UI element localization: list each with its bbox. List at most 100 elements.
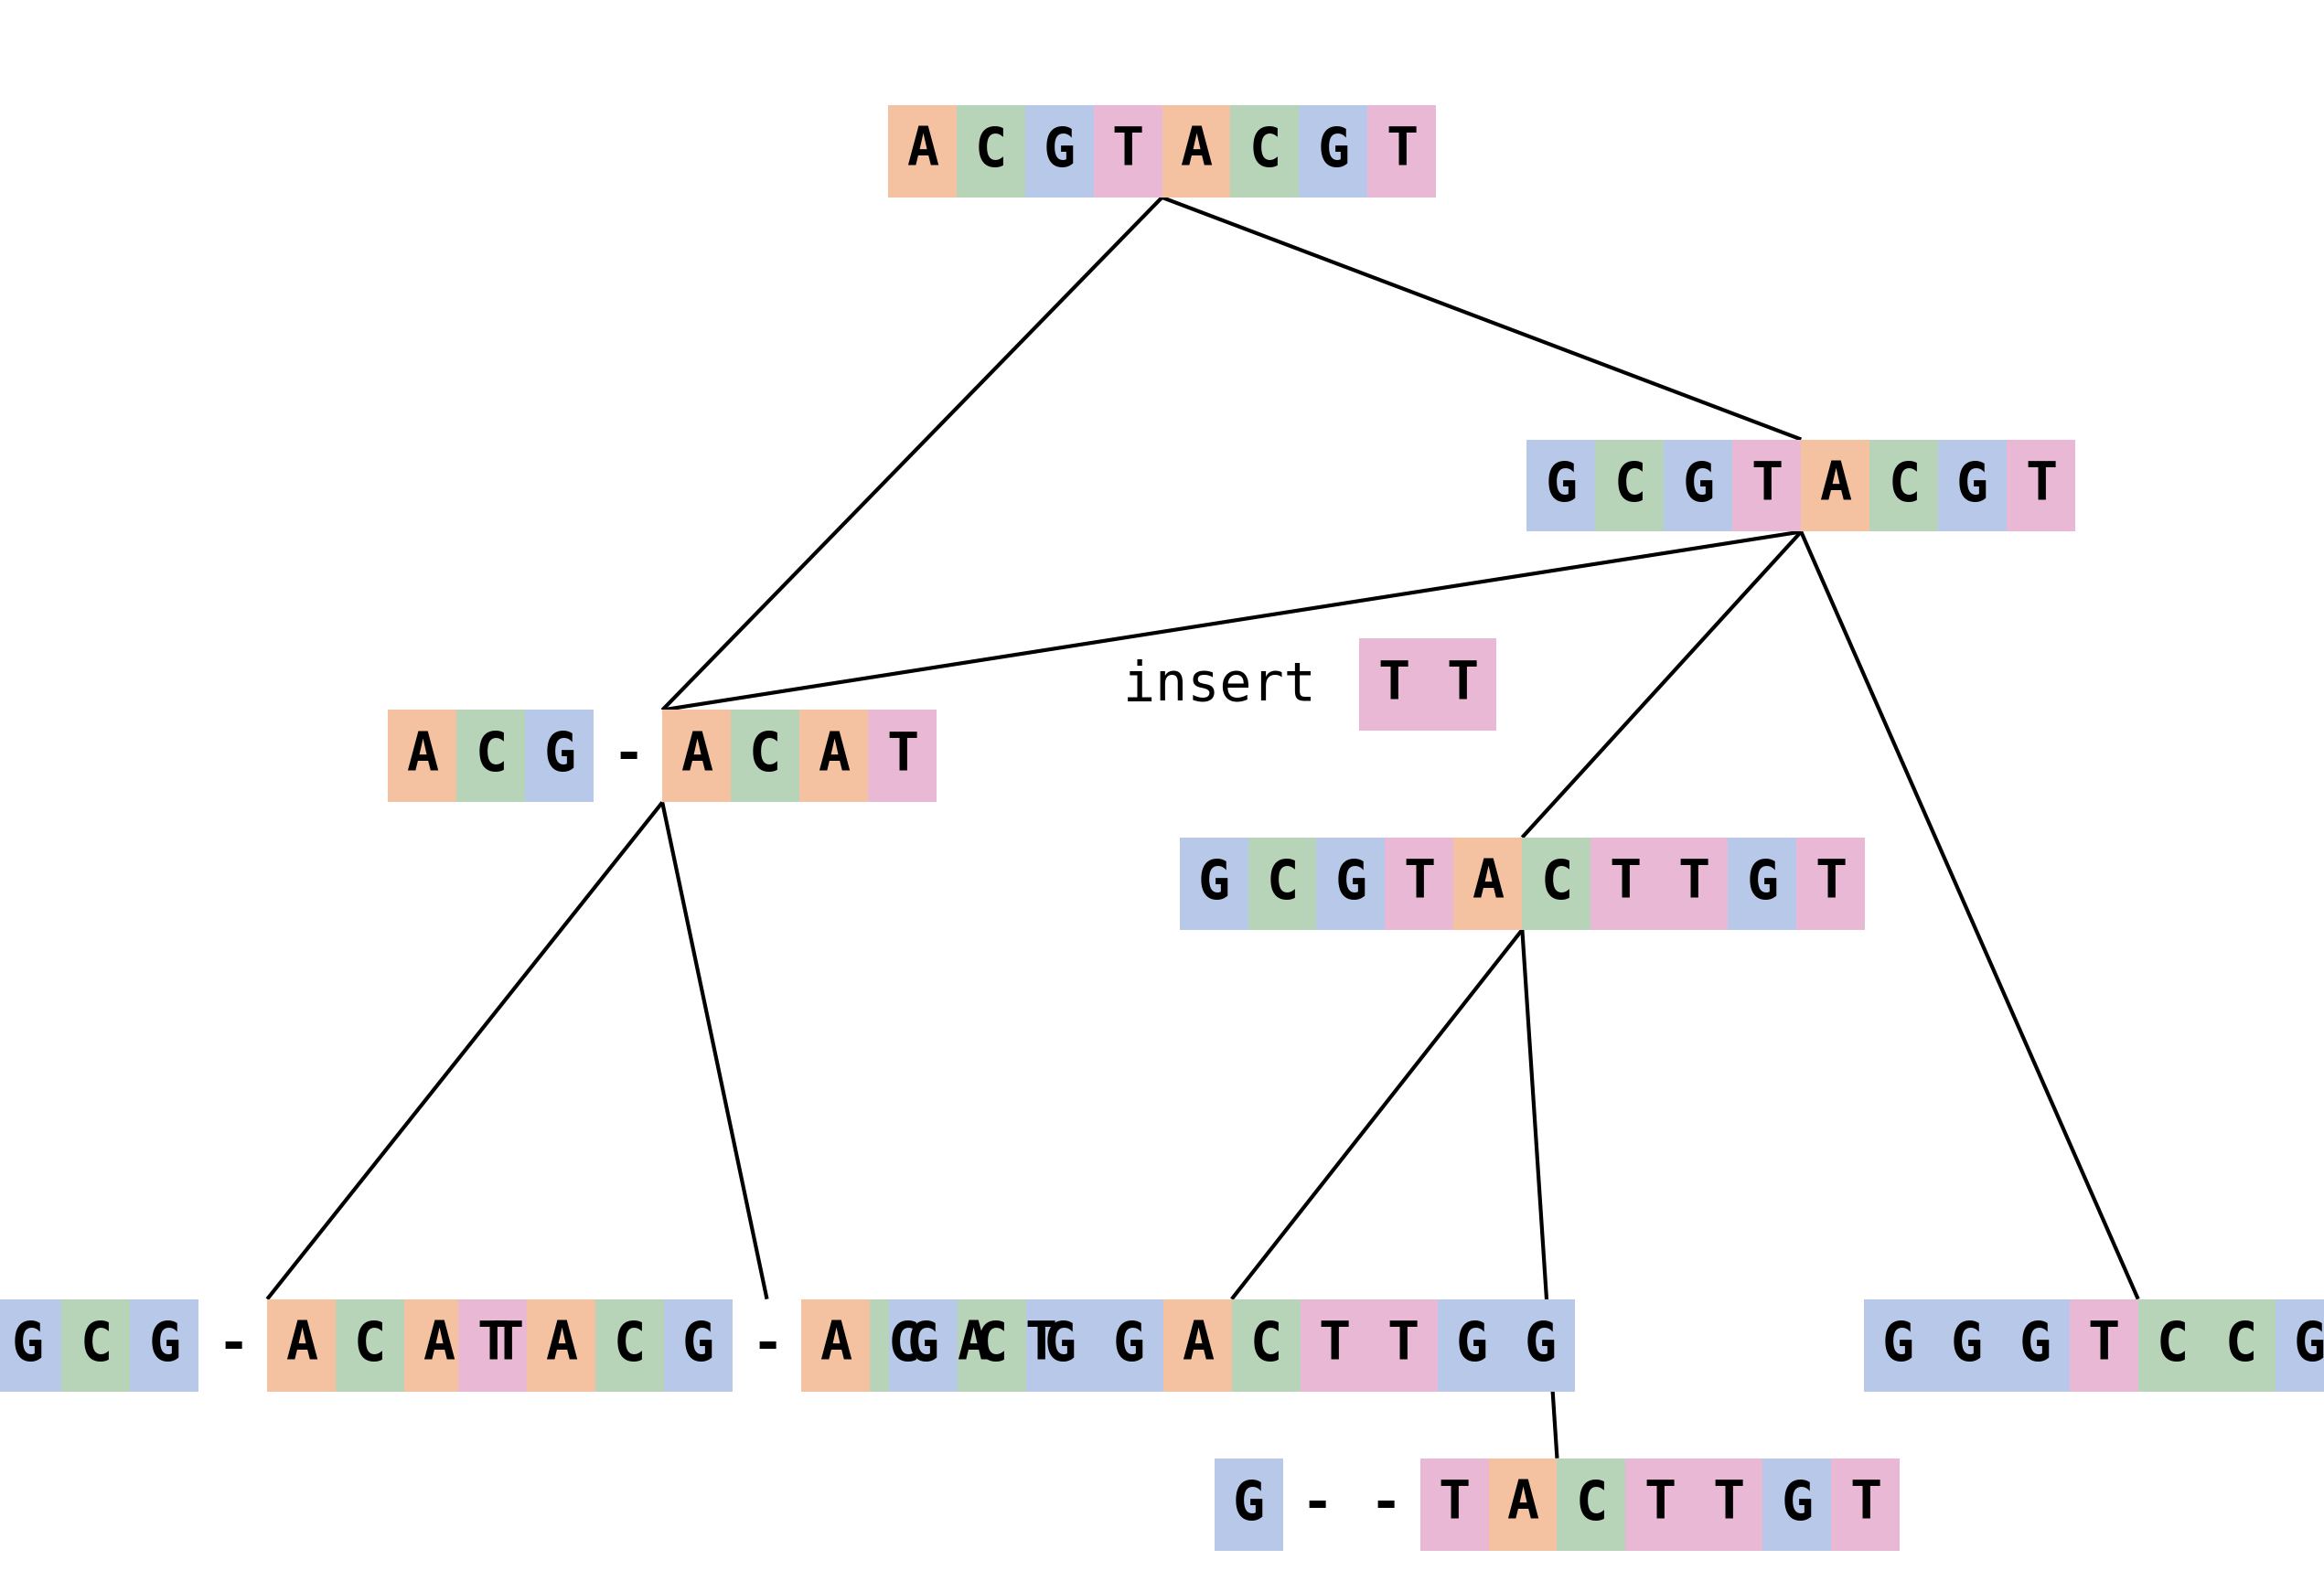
Bar — [1801, 439, 1868, 532]
Bar — [1557, 1458, 1624, 1551]
Bar — [957, 1299, 1025, 1391]
Bar — [0, 1299, 63, 1391]
Text: G: G — [1525, 1320, 1557, 1371]
Text: C: C — [1248, 126, 1281, 177]
Text: C: C — [1613, 460, 1645, 511]
Bar — [957, 105, 1025, 197]
Text: A: A — [1820, 460, 1852, 511]
Bar — [335, 1299, 404, 1391]
Text: C: C — [748, 731, 781, 782]
Bar — [802, 1299, 869, 1391]
Text: -: - — [611, 731, 644, 782]
Text: C: C — [888, 1320, 920, 1371]
Bar — [1232, 1299, 1301, 1391]
Text: T: T — [1318, 1320, 1350, 1371]
Text: G: G — [1232, 1479, 1264, 1530]
Bar — [1527, 439, 1594, 532]
Text: T: T — [1750, 460, 1783, 511]
Bar — [1301, 1299, 1369, 1391]
Bar — [1315, 837, 1385, 930]
Text: G: G — [1745, 858, 1778, 909]
Text: G: G — [1043, 126, 1076, 177]
Text: T: T — [2087, 1320, 2119, 1371]
Bar — [1025, 105, 1095, 197]
Text: C: C — [2224, 1320, 2257, 1371]
Text: G: G — [1334, 858, 1367, 909]
Text: C: C — [79, 1320, 112, 1371]
Bar — [63, 1299, 130, 1391]
Text: A: A — [1471, 858, 1504, 909]
Bar — [1215, 1458, 1283, 1551]
Text: T: T — [1378, 659, 1411, 710]
Bar — [1181, 837, 1248, 930]
Bar — [1487, 1458, 1557, 1551]
Bar — [1164, 1299, 1232, 1391]
Text: -: - — [216, 1320, 249, 1371]
Text: C: C — [2157, 1320, 2189, 1371]
Bar — [1868, 439, 1938, 532]
Bar — [528, 1299, 595, 1391]
Bar — [1590, 837, 1659, 930]
Text: A: A — [1506, 1479, 1538, 1530]
Bar — [1436, 1299, 1506, 1391]
Bar — [1831, 1458, 1899, 1551]
Bar — [1095, 1299, 1164, 1391]
Bar — [130, 1299, 200, 1391]
Text: G: G — [12, 1320, 44, 1371]
Text: C: C — [353, 1320, 386, 1371]
Text: A: A — [818, 731, 851, 782]
Bar — [939, 1299, 1006, 1391]
Text: -: - — [751, 1320, 783, 1371]
Text: C: C — [474, 731, 507, 782]
Bar — [404, 1299, 472, 1391]
Bar — [799, 710, 867, 802]
Text: C: C — [1541, 858, 1573, 909]
Text: T: T — [476, 1320, 509, 1371]
Bar — [1522, 837, 1590, 930]
Bar — [1232, 105, 1299, 197]
Bar — [1162, 105, 1232, 197]
Text: G: G — [1780, 1479, 1813, 1530]
Text: A: A — [407, 731, 439, 782]
Text: -: - — [1301, 1479, 1334, 1530]
Bar — [1248, 837, 1315, 930]
Text: G: G — [1957, 460, 1989, 511]
Bar — [662, 710, 730, 802]
Text: G: G — [1683, 460, 1715, 511]
Text: T: T — [2024, 460, 2057, 511]
Text: insert: insert — [1122, 659, 1348, 710]
Text: A: A — [820, 1320, 851, 1371]
Text: G: G — [1545, 460, 1578, 511]
Bar — [1420, 1458, 1487, 1551]
Text: A: A — [1181, 1320, 1213, 1371]
Bar — [1762, 1458, 1831, 1551]
Bar — [2275, 1299, 2324, 1391]
Bar — [1455, 837, 1522, 930]
Bar — [869, 1299, 939, 1391]
Bar — [1727, 837, 1796, 930]
Bar — [1095, 105, 1162, 197]
Bar — [1624, 1458, 1694, 1551]
Text: T: T — [1608, 858, 1641, 909]
Text: T: T — [1713, 1479, 1745, 1530]
Bar — [456, 710, 525, 802]
Text: G: G — [1318, 126, 1350, 177]
Bar — [867, 710, 937, 802]
Text: T: T — [1385, 126, 1418, 177]
Bar — [525, 710, 593, 802]
Bar — [1864, 1299, 1931, 1391]
Bar — [1506, 1299, 1573, 1391]
Bar — [1367, 105, 1436, 197]
Text: C: C — [1250, 1320, 1283, 1371]
Text: C: C — [974, 126, 1006, 177]
Text: T: T — [490, 1320, 523, 1371]
Text: G: G — [1455, 1320, 1487, 1371]
Bar — [1938, 439, 2008, 532]
Text: T: T — [1404, 858, 1436, 909]
Bar — [1694, 1458, 1762, 1551]
Bar — [1385, 837, 1455, 930]
Bar — [1796, 837, 1864, 930]
Text: A: A — [1181, 126, 1213, 177]
Bar — [1664, 439, 1731, 532]
Text: G: G — [544, 731, 576, 782]
